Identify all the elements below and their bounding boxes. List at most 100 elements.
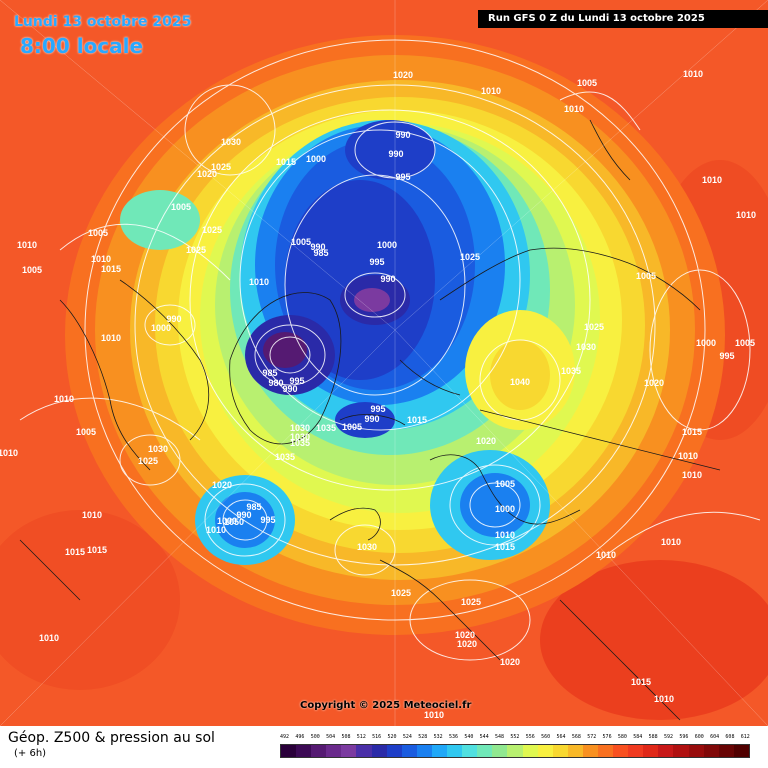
pressure-label: 1015 bbox=[101, 264, 121, 274]
legend-label: 544 bbox=[479, 734, 489, 740]
pressure-label: 1010 bbox=[249, 277, 269, 287]
pressure-label: 995 bbox=[395, 172, 410, 182]
legend-label: 588 bbox=[648, 734, 658, 740]
legend-swatch bbox=[673, 745, 689, 757]
heat-patch-sw bbox=[0, 510, 180, 690]
pressure-label: 1030 bbox=[576, 342, 596, 352]
pressure-label: 1020 bbox=[457, 639, 477, 649]
pressure-label: 1010 bbox=[654, 694, 674, 704]
footer-subtitle: (+ 6h) bbox=[14, 748, 47, 759]
pressure-label: 980 bbox=[268, 378, 283, 388]
pressure-label: 1000 bbox=[151, 323, 171, 333]
legend-label: 560 bbox=[541, 734, 551, 740]
legend-swatch bbox=[567, 745, 583, 757]
pressure-label: 1005 bbox=[735, 338, 755, 348]
legend-swatch bbox=[733, 745, 749, 757]
legend-color-bar bbox=[280, 744, 750, 758]
pressure-label: 1020 bbox=[476, 436, 496, 446]
pressure-label: 1010 bbox=[206, 525, 226, 535]
pressure-label: 1005 bbox=[22, 265, 42, 275]
pressure-label: 990 bbox=[380, 274, 395, 284]
legend-label: 492 bbox=[280, 734, 290, 740]
pressure-label: 1010 bbox=[683, 69, 703, 79]
legend-swatch bbox=[447, 745, 463, 757]
legend-swatch bbox=[311, 745, 327, 757]
pressure-label: 995 bbox=[289, 376, 304, 386]
legend-label: 524 bbox=[402, 734, 412, 740]
pressure-label: 1030 bbox=[290, 423, 310, 433]
pressure-label: 990 bbox=[310, 242, 325, 252]
legend-swatch bbox=[462, 745, 478, 757]
legend-swatch bbox=[416, 745, 432, 757]
pressure-label: 990 bbox=[388, 149, 403, 159]
legend-swatch bbox=[628, 745, 644, 757]
pressure-labels: 1020 1010 1005 1010 1010 1010 1010 990 990 995 103… bbox=[0, 69, 756, 720]
pressure-label: 1005 bbox=[291, 237, 311, 247]
legend-swatch bbox=[431, 745, 448, 757]
legend-label: 552 bbox=[510, 734, 520, 740]
pressure-label: 1010 bbox=[101, 333, 121, 343]
legend-label: 516 bbox=[372, 734, 382, 740]
pressure-label: 985 bbox=[262, 368, 277, 378]
pressure-label: 1010 bbox=[54, 394, 74, 404]
legend-swatch bbox=[582, 745, 598, 757]
pressure-label: 1050 bbox=[224, 517, 244, 527]
legend-swatch bbox=[658, 745, 674, 757]
legend-swatch bbox=[597, 745, 614, 757]
legend-swatch bbox=[552, 745, 568, 757]
legend-swatch bbox=[537, 745, 553, 757]
legend-swatch bbox=[401, 745, 417, 757]
legend-label: 536 bbox=[448, 734, 458, 740]
pressure-label: 990 bbox=[395, 130, 410, 140]
pressure-label: 990 bbox=[236, 510, 251, 520]
legend-label: 564 bbox=[556, 734, 566, 740]
pressure-label: 1020 bbox=[212, 480, 232, 490]
legend-swatch bbox=[371, 745, 387, 757]
pressure-label: 1035 bbox=[290, 438, 310, 448]
low-iceland bbox=[335, 402, 395, 438]
pressure-label: 1035 bbox=[561, 366, 581, 376]
pressure-label: 1005 bbox=[342, 422, 362, 432]
pressure-label: 990 bbox=[364, 414, 379, 424]
legend-swatch bbox=[643, 745, 659, 757]
map-time: 8:00 locale bbox=[20, 34, 144, 58]
legend-swatch bbox=[688, 745, 704, 757]
legend-label: 500 bbox=[310, 734, 320, 740]
pressure-label: 1025 bbox=[202, 225, 222, 235]
pressure-label: 1015 bbox=[682, 427, 702, 437]
pressure-label: 1010 bbox=[682, 470, 702, 480]
legend-label: 604 bbox=[710, 734, 720, 740]
legend-scale-labels: 492 496 500 504 508 512 516 520 524 528 532 536 540 5… bbox=[280, 734, 750, 740]
ridge-core bbox=[490, 340, 550, 410]
pressure-label: 1020 bbox=[455, 630, 475, 640]
deep-low-pole-core bbox=[354, 288, 390, 312]
legend-swatch bbox=[341, 745, 357, 757]
legend-label: 496 bbox=[295, 734, 305, 740]
pressure-label: 1005 bbox=[76, 427, 96, 437]
copyright: Copyright © 2025 Meteociel.fr bbox=[300, 700, 472, 711]
pressure-label: 995 bbox=[719, 351, 734, 361]
pressure-label: 1005 bbox=[636, 271, 656, 281]
legend-label: 576 bbox=[602, 734, 612, 740]
pressure-label: 1020 bbox=[197, 169, 217, 179]
pressure-label: 1010 bbox=[495, 530, 515, 540]
legend-label: 532 bbox=[433, 734, 443, 740]
map-canvas: 1020 1010 1005 1010 1010 1010 1010 990 990 995 103… bbox=[0, 0, 768, 726]
heat-patch-se bbox=[540, 560, 768, 720]
pressure-label: 1005 bbox=[171, 202, 191, 212]
pressure-label: 1010 bbox=[661, 537, 681, 547]
pressure-label: 1015 bbox=[631, 677, 651, 687]
pressure-label: 1010 bbox=[39, 633, 59, 643]
pressure-label: 995 bbox=[260, 515, 275, 525]
pressure-label: 1000 bbox=[217, 516, 237, 526]
legend-swatch bbox=[613, 745, 629, 757]
legend-swatch bbox=[477, 745, 493, 757]
legend-swatch bbox=[356, 745, 372, 757]
legend-label: 596 bbox=[679, 734, 689, 740]
pressure-label: 1025 bbox=[584, 322, 604, 332]
pressure-label: 1000 bbox=[377, 240, 397, 250]
pressure-label: 1030 bbox=[290, 432, 310, 442]
pressure-label: 1010 bbox=[596, 550, 616, 560]
map-date: Lundi 13 octobre 2025 bbox=[14, 14, 192, 30]
pressure-label: 985 bbox=[313, 248, 328, 258]
